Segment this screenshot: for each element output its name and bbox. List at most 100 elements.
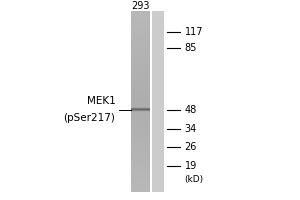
Bar xyxy=(152,20,164,23)
Bar xyxy=(130,75,150,78)
Bar xyxy=(130,93,150,96)
Bar xyxy=(152,114,164,117)
Bar xyxy=(152,53,164,56)
Bar xyxy=(152,81,164,84)
Text: 19: 19 xyxy=(184,161,197,171)
Bar xyxy=(152,11,164,14)
Bar xyxy=(130,53,150,56)
Bar xyxy=(130,41,150,44)
Bar xyxy=(152,165,164,168)
Bar xyxy=(152,32,164,35)
Text: MEK1: MEK1 xyxy=(87,96,116,106)
Bar xyxy=(130,174,150,177)
Bar xyxy=(130,78,150,81)
Bar xyxy=(152,189,164,192)
Bar xyxy=(152,99,164,102)
Bar xyxy=(152,26,164,29)
Bar xyxy=(152,141,164,144)
Bar xyxy=(130,11,150,14)
Bar xyxy=(152,132,164,135)
Bar xyxy=(152,168,164,171)
Bar xyxy=(152,44,164,47)
Bar xyxy=(130,32,150,35)
Bar xyxy=(130,69,150,72)
Bar xyxy=(152,117,164,120)
Bar xyxy=(130,23,150,26)
Text: 85: 85 xyxy=(184,43,197,53)
Bar xyxy=(130,186,150,189)
Bar xyxy=(152,78,164,81)
Bar xyxy=(130,102,150,105)
Bar xyxy=(130,162,150,165)
Bar xyxy=(152,69,164,72)
Bar xyxy=(130,47,150,50)
Bar xyxy=(152,126,164,129)
Bar xyxy=(130,87,150,90)
Bar xyxy=(130,63,150,66)
Bar xyxy=(130,20,150,23)
Bar xyxy=(152,84,164,87)
Bar xyxy=(152,35,164,38)
Bar xyxy=(152,180,164,183)
Bar xyxy=(130,56,150,59)
Bar xyxy=(130,44,150,47)
Bar xyxy=(152,162,164,165)
Bar xyxy=(130,150,150,153)
Bar xyxy=(130,99,150,102)
Bar xyxy=(130,153,150,156)
Bar xyxy=(152,144,164,147)
Bar xyxy=(130,177,150,180)
Bar xyxy=(152,156,164,159)
Bar xyxy=(130,111,150,114)
Bar xyxy=(130,114,150,117)
Bar xyxy=(130,132,150,135)
Bar xyxy=(152,108,164,111)
Text: 293: 293 xyxy=(131,1,149,11)
Bar xyxy=(152,56,164,59)
Bar xyxy=(130,156,150,159)
Bar xyxy=(152,38,164,41)
Bar xyxy=(130,59,150,63)
Bar xyxy=(130,29,150,32)
Bar xyxy=(130,144,150,147)
Bar xyxy=(130,120,150,123)
Text: 26: 26 xyxy=(184,142,197,152)
Text: 48: 48 xyxy=(184,105,197,115)
Bar xyxy=(152,93,164,96)
Bar xyxy=(152,14,164,17)
Bar xyxy=(130,165,150,168)
Bar xyxy=(130,96,150,99)
Bar xyxy=(152,90,164,93)
Bar xyxy=(152,171,164,174)
Bar xyxy=(130,183,150,186)
Bar xyxy=(130,81,150,84)
Text: (pSer217): (pSer217) xyxy=(64,113,116,123)
Bar xyxy=(130,38,150,41)
Bar xyxy=(152,111,164,114)
Bar xyxy=(152,72,164,75)
Bar xyxy=(152,23,164,26)
Bar xyxy=(130,66,150,69)
Bar xyxy=(130,35,150,38)
Bar xyxy=(152,135,164,138)
Bar xyxy=(152,102,164,105)
Bar xyxy=(130,138,150,141)
Bar xyxy=(152,50,164,53)
Bar xyxy=(152,129,164,132)
Bar xyxy=(152,174,164,177)
Bar xyxy=(130,147,150,150)
Bar xyxy=(130,180,150,183)
Bar xyxy=(130,108,150,111)
Bar xyxy=(130,189,150,192)
Bar xyxy=(152,183,164,186)
Bar xyxy=(130,117,150,120)
Bar xyxy=(152,177,164,180)
Bar xyxy=(152,47,164,50)
Bar xyxy=(152,59,164,63)
Bar xyxy=(130,17,150,20)
Bar xyxy=(152,123,164,126)
Bar xyxy=(130,141,150,144)
Bar xyxy=(152,138,164,141)
Bar xyxy=(130,126,150,129)
Bar xyxy=(152,153,164,156)
